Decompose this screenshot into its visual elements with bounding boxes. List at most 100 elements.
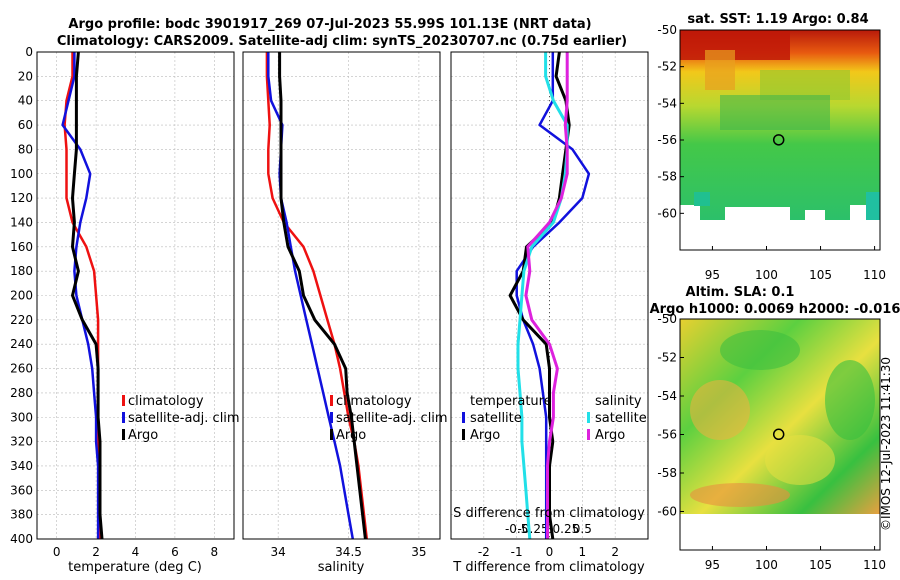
depth-tick-label: 80 bbox=[18, 142, 33, 156]
map-y-tick-label: -50 bbox=[657, 312, 677, 326]
legend-label-argo: Argo bbox=[336, 428, 366, 443]
depth-tick-label: 280 bbox=[10, 386, 33, 400]
sla-map: Altim. SLA: 0.1 Argo h1000: 0.0069 h2000… bbox=[650, 285, 900, 572]
depth-tick-label: 300 bbox=[10, 410, 33, 424]
x-tick-label: 0 bbox=[546, 545, 554, 559]
map-y-tick-label: -52 bbox=[657, 351, 677, 365]
profile-location-marker bbox=[772, 428, 785, 441]
depth-tick-label: 160 bbox=[10, 240, 33, 254]
depth-tick-label: 360 bbox=[10, 483, 33, 497]
difference-legend: temperature satellite Argo salinity sate… bbox=[462, 394, 647, 443]
map-x-tick-label: 100 bbox=[755, 268, 778, 282]
x-tick-label: 35 bbox=[411, 545, 426, 559]
depth-tick-label: 200 bbox=[10, 289, 33, 303]
legend-label-t-argo: Argo bbox=[470, 428, 500, 443]
sla-map-title: Altim. SLA: 0.1 bbox=[686, 285, 795, 300]
map-y-tick-label: -58 bbox=[657, 170, 677, 184]
x-tick-label: 4 bbox=[132, 545, 140, 559]
legend-swatch-t-satellite bbox=[462, 412, 465, 423]
x-tick-label: 2 bbox=[611, 545, 619, 559]
legend-swatch-climatology bbox=[330, 395, 333, 406]
temperature-xlabel: temperature (deg C) bbox=[68, 560, 202, 575]
series-line-argo bbox=[71, 51, 104, 540]
depth-tick-label: 60 bbox=[18, 118, 33, 132]
x-tick-label: -1 bbox=[511, 545, 523, 559]
x-tick-label: 2 bbox=[92, 545, 100, 559]
map-x-tick-label: 95 bbox=[705, 268, 720, 282]
x-tick-label: 6 bbox=[171, 545, 179, 559]
map-y-tick-label: -54 bbox=[657, 96, 677, 110]
depth-tick-label: 40 bbox=[18, 94, 33, 108]
legend-swatch-s-argo bbox=[587, 429, 590, 440]
figure-title-line1: Argo profile: bodc 3901917_269 07-Jul-20… bbox=[68, 17, 591, 32]
legend-swatch-satellite bbox=[122, 412, 125, 423]
sst-map-image bbox=[680, 30, 880, 230]
legend-label-climatology: climatology bbox=[128, 394, 204, 409]
legend-swatch-s-satellite bbox=[587, 412, 590, 423]
sst-map: sat. SST: 1.19 Argo: 0.84 95 100 105 110 -50… bbox=[657, 12, 886, 282]
top-tick-label: 0.25 bbox=[553, 522, 580, 536]
figure-title-line2: Climatology: CARS2009. Satellite-adj cli… bbox=[57, 34, 627, 49]
x-tick-label: 34.5 bbox=[335, 545, 362, 559]
legend-label-s-argo: Argo bbox=[595, 428, 625, 443]
map-x-tick-label: 100 bbox=[755, 558, 778, 572]
salinity-panel: 34 34.5 35 bbox=[242, 51, 441, 559]
depth-tick-label: 20 bbox=[18, 69, 33, 83]
depth-tick-label: 240 bbox=[10, 337, 33, 351]
legend-label-satellite: satellite-adj. clim bbox=[128, 411, 240, 426]
map-x-tick-label: 105 bbox=[809, 558, 832, 572]
difference-top-label: S difference from climatology bbox=[453, 506, 645, 521]
x-tick-label: 8 bbox=[210, 545, 218, 559]
legend-swatch-climatology bbox=[122, 395, 125, 406]
legend-title-salinity: salinity bbox=[595, 394, 642, 409]
x-tick-label: -2 bbox=[478, 545, 490, 559]
depth-tick-label: 0 bbox=[25, 45, 33, 59]
depth-tick-label: 140 bbox=[10, 215, 33, 229]
top-tick-label: 0.5 bbox=[573, 522, 592, 536]
map-x-tick-label: 95 bbox=[705, 558, 720, 572]
map-y-tick-label: -56 bbox=[657, 428, 677, 442]
plot-frame bbox=[36, 51, 235, 540]
legend-title-temperature: temperature bbox=[470, 394, 552, 409]
sla-map-subtitle: Argo h1000: 0.0069 h2000: -0.016 bbox=[650, 302, 900, 317]
plot-frame bbox=[242, 51, 441, 540]
sst-map-title: sat. SST: 1.19 Argo: 0.84 bbox=[687, 12, 868, 27]
depth-tick-label: 400 bbox=[10, 532, 33, 546]
legend-label-satellite: satellite-adj. clim bbox=[336, 411, 448, 426]
map-y-tick-label: -52 bbox=[657, 60, 677, 74]
depth-tick-label: 340 bbox=[10, 459, 33, 473]
watermark: ©IMOS 12-Jul-2023 11:41:30 bbox=[879, 357, 893, 531]
legend-label-argo: Argo bbox=[128, 428, 158, 443]
depth-tick-label: 220 bbox=[10, 313, 33, 327]
legend-swatch-argo bbox=[122, 429, 125, 440]
sla-map-image bbox=[680, 319, 880, 549]
depth-tick-label: 260 bbox=[10, 362, 33, 376]
x-tick-label: 0 bbox=[53, 545, 61, 559]
depth-tick-label: 120 bbox=[10, 191, 33, 205]
salinity-xlabel: salinity bbox=[318, 560, 365, 575]
series-line-satellite-adj-clim bbox=[61, 52, 100, 539]
map-x-tick-label: 110 bbox=[863, 268, 886, 282]
map-y-tick-label: -50 bbox=[657, 23, 677, 37]
map-y-tick-label: -54 bbox=[657, 389, 677, 403]
profile-location-marker bbox=[772, 134, 785, 146]
top-tick-label: -0.5 bbox=[505, 522, 528, 536]
x-tick-label: 34 bbox=[271, 545, 286, 559]
legend-swatch-argo bbox=[330, 429, 333, 440]
x-tick-label: 1 bbox=[579, 545, 587, 559]
series-line-argo bbox=[278, 52, 367, 540]
legend-label-s-satellite: satellite bbox=[595, 411, 647, 426]
depth-tick-label: 320 bbox=[10, 435, 33, 449]
temperature-legend: climatology satellite-adj. clim Argo bbox=[122, 394, 240, 443]
depth-tick-label: 100 bbox=[10, 167, 33, 181]
plot-frame bbox=[450, 51, 649, 540]
legend-swatch-t-argo bbox=[462, 429, 465, 440]
legend-swatch-satellite bbox=[330, 412, 333, 423]
map-x-tick-label: 105 bbox=[809, 268, 832, 282]
depth-tick-label: 180 bbox=[10, 264, 33, 278]
top-tick-label: -0.25 bbox=[518, 522, 549, 536]
map-y-tick-label: -60 bbox=[657, 206, 677, 220]
map-y-tick-label: -60 bbox=[657, 505, 677, 519]
